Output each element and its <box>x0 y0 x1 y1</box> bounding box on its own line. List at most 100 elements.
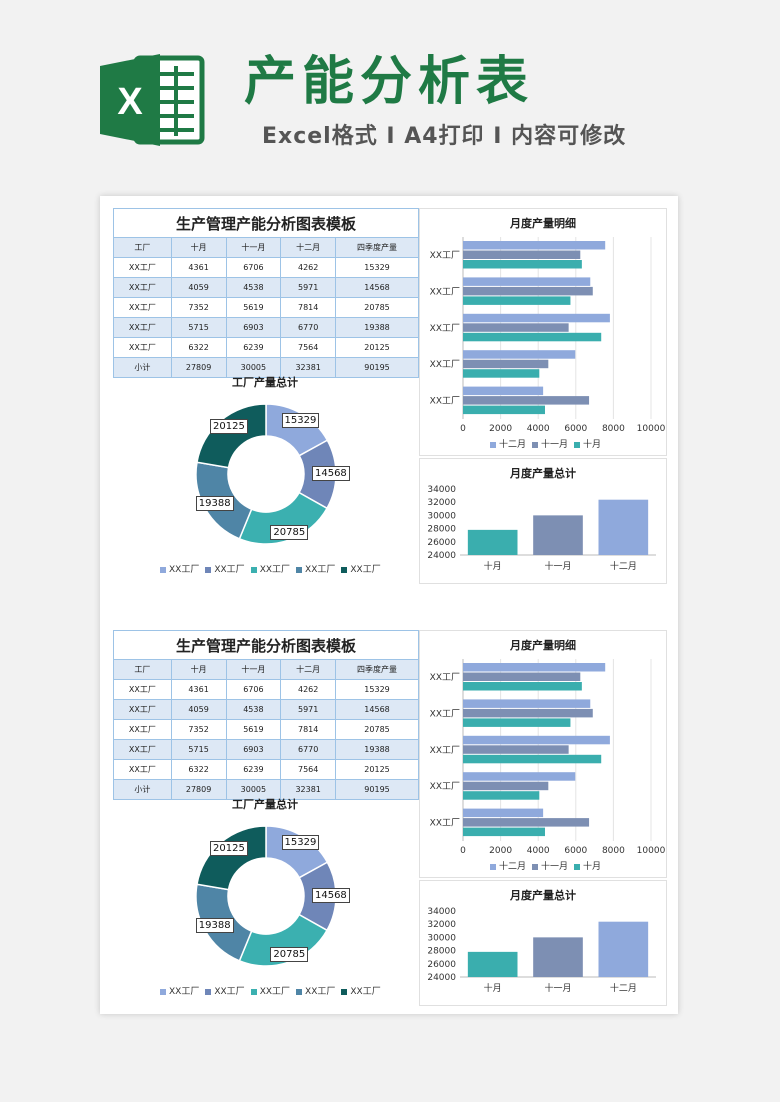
table-cell: 4538 <box>225 277 282 298</box>
category-label: 十一月 <box>544 982 571 994</box>
category-label: 十二月 <box>610 982 637 994</box>
bar <box>463 754 602 764</box>
table-cell: XX工厂 <box>113 739 172 760</box>
donut-data-label: 20125 <box>210 840 248 856</box>
legend-swatch <box>532 441 539 448</box>
category-label: XX工厂 <box>430 396 460 407</box>
table-cell: XX工厂 <box>113 297 172 318</box>
donut-data-label: 15329 <box>281 834 320 850</box>
chart-title: 月度产量明细 <box>510 217 576 230</box>
table-cell: XX工厂 <box>113 699 172 720</box>
table-row: XX工厂 4059 4538 5971 14568 <box>113 277 419 298</box>
column-header: 十二月 <box>280 237 337 258</box>
bar <box>463 818 590 827</box>
bar <box>463 772 576 781</box>
table-cell: 5715 <box>170 739 227 760</box>
legend-swatch <box>296 988 303 995</box>
table-title: 生产管理产能分析图表模板 <box>113 208 419 238</box>
table-cell: 7564 <box>280 337 337 358</box>
tick-label: 26000 <box>427 538 456 548</box>
chart-title: 月度产量总计 <box>510 467 576 480</box>
table-cell: 4538 <box>225 699 282 720</box>
bar <box>463 286 593 296</box>
legend-item: XX工厂 <box>341 562 381 575</box>
table-cell: 小计 <box>113 357 172 378</box>
bar <box>463 718 571 727</box>
donut-slice <box>196 825 267 891</box>
hbar-legend: 十二月 十一月 十月 <box>490 859 607 872</box>
legend-item: XX工厂 <box>160 562 199 575</box>
vbar-svg: 24000 26000 28000 30000 32000 34000 十月 十一月 十二月 <box>427 907 656 994</box>
bar <box>463 323 569 332</box>
category-label: XX工厂 <box>430 781 460 792</box>
category-label: 十二月 <box>610 560 637 572</box>
bar <box>463 241 606 250</box>
bar <box>463 250 581 259</box>
table-cell: 20785 <box>335 297 419 318</box>
legend-swatch <box>205 988 212 995</box>
page-subtitle: Excel格式 I A4打印 I 内容可修改 <box>262 124 627 149</box>
column-header: 十一月 <box>225 237 282 258</box>
tick-label: 26000 <box>427 960 456 970</box>
legend-item: XX工厂 <box>160 984 199 997</box>
legend-label: XX工厂 <box>350 565 381 575</box>
table-row: XX工厂 4361 6706 4262 15329 <box>113 257 419 278</box>
bar <box>463 396 590 405</box>
column-header: 十月 <box>170 237 227 258</box>
column-header: 十二月 <box>280 659 337 680</box>
table-row: XX工厂 6322 6239 7564 20125 <box>113 337 419 358</box>
legend-swatch <box>160 988 166 995</box>
bar <box>463 332 602 342</box>
category-label: XX工厂 <box>430 672 460 683</box>
bar <box>463 386 544 396</box>
tick-label: 24000 <box>427 551 456 561</box>
legend-swatch <box>490 441 496 448</box>
legend-item: XX工厂 <box>205 562 245 575</box>
tick-label: 6000 <box>564 424 587 434</box>
legend-label: 十月 <box>583 440 602 450</box>
table-row: XX工厂 4059 4538 5971 14568 <box>113 699 419 720</box>
capacity-table: 生产管理产能分析图表模板 工厂 十月 十一月 十二月 四季度产量 XX工厂 4361 6706 4… <box>113 208 419 378</box>
tick-label: 30000 <box>427 511 456 521</box>
table-cell: 4361 <box>170 679 227 700</box>
tick-label: 0 <box>460 424 466 434</box>
hbar-svg: 0 2000 4000 6000 8000 10000 XX工厂 XX工厂 XX工厂 XX工厂 XX… <box>430 237 666 434</box>
donut-data-label: 14568 <box>311 466 350 482</box>
legend-label: XX工厂 <box>259 565 291 575</box>
legend-label: 十一月 <box>541 862 569 872</box>
table-header-row: 工厂 十月 十一月 十二月 四季度产量 <box>113 237 419 258</box>
tick-label: 32000 <box>427 498 456 508</box>
table-cell: 32381 <box>280 779 337 800</box>
legend-swatch <box>341 566 348 573</box>
donut-data-label: 20125 <box>210 418 248 434</box>
table-cell: 30005 <box>225 357 282 378</box>
column-header: 四季度产量 <box>335 237 419 258</box>
pie-title: 工厂产量总计 <box>232 798 298 811</box>
table-cell: 6903 <box>225 739 282 760</box>
bar <box>463 708 593 718</box>
bar <box>598 921 649 977</box>
chart-title: 月度产量明细 <box>510 639 576 652</box>
legend-swatch <box>574 863 581 870</box>
legend-item: 十一月 <box>532 859 568 872</box>
legend-item: 十一月 <box>532 437 568 450</box>
category-label: XX工厂 <box>430 323 460 334</box>
table-cell: 20125 <box>335 337 419 358</box>
tick-label: 4000 <box>527 846 550 856</box>
category-label: 十月 <box>484 982 502 994</box>
table-cell: 15329 <box>335 679 419 700</box>
template-block: 生产管理产能分析图表模板 工厂 十月 十一月 十二月 四季度产量 XX工厂 4361 6706 4… <box>100 618 678 1024</box>
monthly-total-chart: 月度产量总计 24000 26000 28000 30000 32000 34000 十月 十一… <box>419 458 667 584</box>
donut-data-label: 19388 <box>195 496 234 512</box>
bar <box>463 277 591 286</box>
table-row: XX工厂 5715 6903 6770 19388 <box>113 739 419 760</box>
bar <box>463 699 591 708</box>
table-cell: 6706 <box>225 679 282 700</box>
legend-item: 十二月 <box>490 859 526 872</box>
monthly-detail-chart: 月度产量明细 0 2000 4000 6000 8000 10000 XX工厂 XX工厂 XX工厂… <box>419 208 667 456</box>
legend-label: XX工厂 <box>214 987 245 997</box>
table-cell: 6322 <box>170 759 227 780</box>
table-cell: 5619 <box>225 297 282 318</box>
table-cell: 4262 <box>280 679 337 700</box>
legend-label: XX工厂 <box>169 565 200 575</box>
